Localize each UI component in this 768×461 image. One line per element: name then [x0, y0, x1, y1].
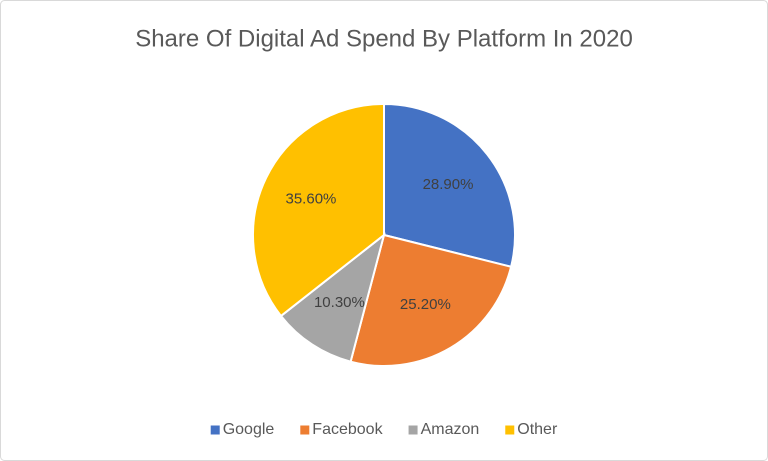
legend-text: Other: [517, 421, 558, 438]
pie-slice: [349, 233, 513, 367]
legend-text: Google: [223, 421, 275, 438]
chart-title: Share Of Digital Ad Spend By Platform In…: [135, 25, 633, 52]
pie-slice: [383, 102, 516, 268]
legend: Google Facebook Amazon Other: [210, 421, 558, 438]
legend-marker: [505, 425, 515, 435]
legend-marker: [300, 425, 310, 435]
legend-text: Facebook: [312, 421, 383, 438]
slice-label: 35.60%: [286, 190, 337, 207]
legend-marker: [210, 425, 220, 435]
legend-marker: [408, 425, 418, 435]
pie: 28.90% 25.20% 10.30% 35.60%: [252, 102, 516, 367]
slice-label: 28.90%: [423, 176, 474, 193]
slice-label: 25.20%: [400, 296, 451, 313]
legend-text: Amazon: [421, 421, 480, 438]
slice-label: 10.30%: [314, 294, 365, 311]
pie-slice: [279, 232, 386, 363]
pie-slice: [252, 102, 385, 318]
